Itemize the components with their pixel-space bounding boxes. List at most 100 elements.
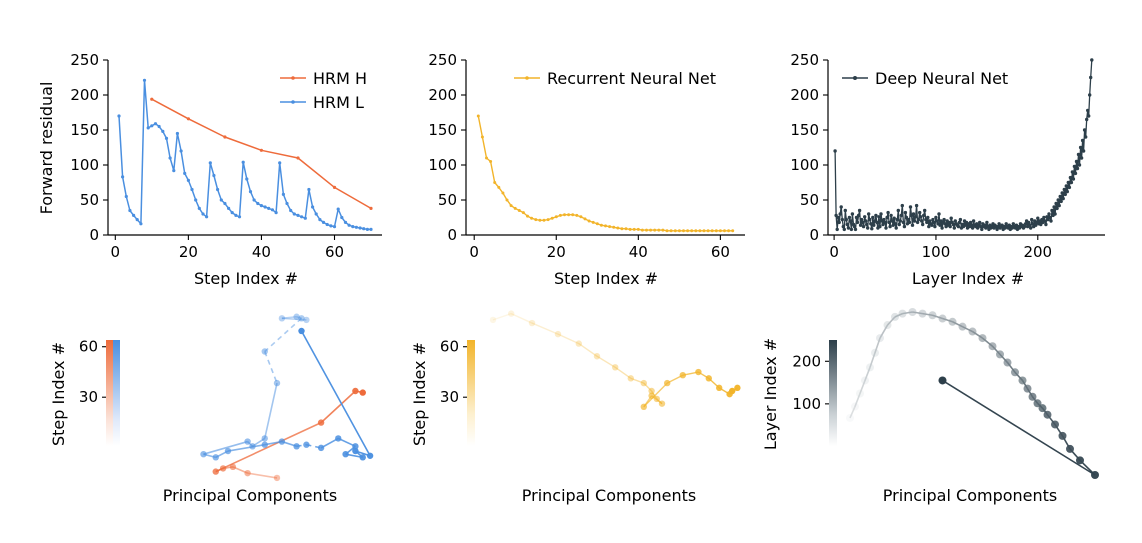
data-point bbox=[571, 213, 575, 217]
bottom-right-y-axis-label: Layer Index # bbox=[761, 338, 780, 450]
trajectory-segment bbox=[281, 317, 307, 321]
data-point bbox=[968, 220, 973, 225]
legend-marker-hrm-l bbox=[291, 100, 295, 104]
data-point bbox=[865, 222, 869, 227]
data-point bbox=[930, 223, 934, 227]
data-point bbox=[919, 215, 923, 219]
data-point bbox=[197, 206, 201, 210]
data-point bbox=[135, 218, 139, 222]
data-point bbox=[358, 226, 362, 230]
data-point bbox=[1086, 108, 1090, 113]
data-point bbox=[1066, 180, 1071, 185]
data-point bbox=[895, 217, 899, 222]
data-point bbox=[645, 228, 648, 232]
data-point bbox=[848, 219, 853, 223]
trajectory-point bbox=[508, 310, 515, 317]
data-point bbox=[212, 173, 216, 178]
data-point bbox=[329, 224, 333, 228]
data-point bbox=[918, 210, 922, 215]
data-point bbox=[340, 215, 344, 220]
data-point bbox=[978, 220, 982, 225]
bottom-middle-y-axis-label: Step Index # bbox=[410, 342, 429, 446]
x-tick-label: 0 bbox=[469, 243, 479, 261]
data-point bbox=[847, 215, 852, 220]
colorbar-dnn bbox=[829, 340, 837, 446]
data-point bbox=[591, 220, 595, 224]
data-point bbox=[890, 219, 894, 223]
data-point bbox=[1076, 152, 1081, 157]
trajectory-point bbox=[278, 438, 286, 445]
data-point bbox=[234, 213, 238, 217]
trajectory-point bbox=[1091, 471, 1099, 479]
trajectory-point bbox=[249, 443, 256, 450]
data-point bbox=[493, 181, 497, 184]
trajectory-point bbox=[229, 463, 237, 471]
data-point bbox=[1047, 212, 1051, 216]
data-point bbox=[857, 208, 862, 213]
data-point bbox=[296, 156, 300, 160]
data-point bbox=[871, 215, 875, 220]
data-point bbox=[237, 215, 242, 219]
data-point bbox=[172, 169, 176, 173]
panel-top-middle: 0 50 100 150 200 250 0 20 40 60 Step Index # Recu… bbox=[428, 51, 745, 288]
data-point bbox=[1085, 117, 1089, 122]
data-point bbox=[935, 219, 939, 223]
trajectory-point bbox=[851, 402, 859, 411]
trajectory-segment bbox=[281, 315, 297, 320]
data-point bbox=[698, 229, 702, 233]
trajectory-segment bbox=[864, 367, 871, 381]
data-point bbox=[921, 222, 925, 227]
data-point bbox=[307, 187, 311, 192]
y-tick-label: 200 bbox=[428, 86, 457, 104]
data-point bbox=[858, 223, 863, 227]
y-tick-label: 100 bbox=[790, 156, 819, 174]
data-point bbox=[636, 227, 640, 231]
trajectory-point bbox=[938, 314, 947, 323]
data-point bbox=[259, 204, 263, 208]
x-tick-label: 0 bbox=[111, 243, 121, 261]
trajectory-point bbox=[866, 363, 874, 372]
trajectory-point bbox=[554, 330, 562, 338]
data-point bbox=[256, 201, 260, 206]
data-point bbox=[612, 225, 616, 229]
data-point bbox=[903, 210, 908, 215]
data-point bbox=[567, 213, 571, 217]
trajectory-point bbox=[219, 465, 227, 472]
trajectory-point bbox=[1028, 392, 1037, 401]
trajectory-point bbox=[891, 312, 899, 321]
data-point bbox=[1026, 220, 1031, 225]
legend-label-hrm-l: HRM L bbox=[313, 93, 364, 112]
trajectory-segment bbox=[203, 440, 248, 455]
data-point bbox=[835, 227, 839, 232]
data-point bbox=[263, 205, 267, 209]
data-point bbox=[579, 215, 583, 219]
trajectory-segment bbox=[296, 315, 302, 320]
data-point bbox=[517, 209, 521, 212]
trajectory-point bbox=[224, 447, 232, 455]
trajectory-point bbox=[871, 348, 879, 357]
colorbar-tick-label: 30 bbox=[79, 388, 98, 406]
trajectory-point bbox=[528, 319, 536, 327]
data-point bbox=[223, 201, 227, 206]
data-point bbox=[1042, 215, 1046, 220]
data-point bbox=[1073, 171, 1078, 176]
data-point bbox=[649, 228, 653, 232]
data-point bbox=[139, 222, 143, 226]
data-point bbox=[575, 213, 579, 217]
trajectory-point bbox=[352, 443, 359, 450]
data-point bbox=[281, 192, 285, 196]
data-point bbox=[121, 175, 125, 179]
data-point bbox=[669, 229, 673, 233]
data-point bbox=[583, 217, 587, 221]
data-point bbox=[686, 229, 690, 233]
data-point bbox=[887, 220, 891, 225]
data-point bbox=[839, 205, 843, 209]
data-point bbox=[513, 206, 517, 210]
data-point bbox=[128, 208, 132, 213]
trajectory-point bbox=[335, 435, 342, 442]
top-left-legend: HRM H HRM L bbox=[280, 69, 367, 112]
trajectory-point bbox=[1011, 368, 1019, 377]
data-point bbox=[175, 131, 179, 136]
data-point bbox=[1090, 58, 1094, 62]
panel-bottom-left: 30 60 Step Index # Principal Components bbox=[49, 313, 374, 505]
